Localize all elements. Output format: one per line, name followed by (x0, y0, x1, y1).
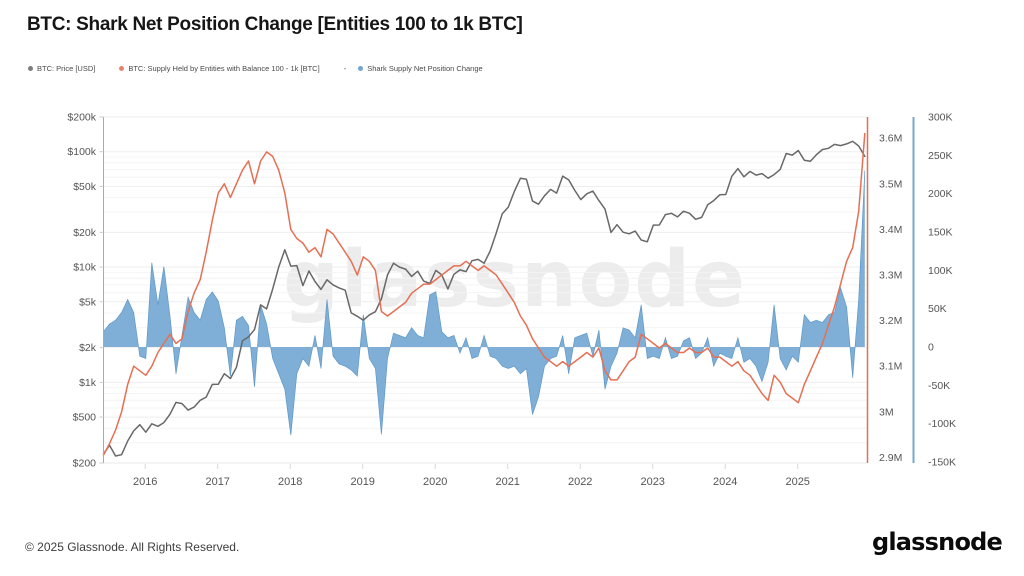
svg-text:100K: 100K (928, 265, 953, 277)
svg-text:2022: 2022 (568, 476, 592, 488)
svg-text:2.9M: 2.9M (879, 452, 902, 464)
svg-text:150K: 150K (928, 227, 953, 239)
price-legend-dot-icon (28, 66, 33, 71)
svg-text:3.3M: 3.3M (879, 270, 902, 282)
price-axis-labels: $200 $500 $1k $2k $5k $10k $20k $50k $100k $200k (67, 112, 104, 470)
svg-text:3.5M: 3.5M (879, 178, 902, 190)
gridlines (103, 116, 868, 464)
page-title: BTC: Shark Net Position Change [Entities… (27, 14, 523, 35)
svg-text:2024: 2024 (713, 476, 737, 488)
legend-item-supply[interactable]: BTC: Supply Held by Entities with Balanc… (119, 64, 320, 73)
svg-text:0: 0 (928, 342, 934, 354)
svg-text:3.6M: 3.6M (879, 133, 902, 145)
net-position-legend-dot-icon (358, 66, 364, 71)
svg-text:3.2M: 3.2M (879, 315, 902, 327)
copyright-text: © 2025 Glassnode. All Rights Reserved. (25, 540, 240, 554)
svg-text:$2k: $2k (79, 342, 97, 354)
svg-text:$1k: $1k (79, 377, 97, 389)
svg-text:$200: $200 (73, 458, 97, 470)
svg-text:$5k: $5k (79, 296, 97, 308)
supply-legend-dot-icon (119, 66, 125, 71)
svg-text:2017: 2017 (205, 476, 229, 488)
net-position-outline (103, 170, 866, 436)
svg-text:2018: 2018 (278, 476, 302, 488)
svg-text:200K: 200K (928, 188, 953, 200)
net-position-area[interactable] (103, 170, 865, 436)
svg-text:2025: 2025 (785, 476, 809, 488)
x-axis: 2016 2017 2018 2019 2020 2021 2022 2023 2024 2025 (103, 462, 868, 488)
svg-text:2020: 2020 (423, 476, 447, 488)
legend-item-net-position[interactable]: Shark Supply Net Position Change (358, 64, 483, 73)
svg-text:-50K: -50K (928, 380, 950, 392)
legend-item-label: BTC: Price [USD] (37, 64, 96, 73)
svg-text:3M: 3M (879, 406, 894, 418)
supply-axis-labels: 3.6M 3.5M 3.4M 3.3M 3.2M 3.1M 3M 2.9M (879, 133, 902, 464)
svg-text:2021: 2021 (495, 476, 519, 488)
legend-separator: - (343, 64, 347, 73)
svg-text:$200k: $200k (67, 112, 96, 124)
price-series-line[interactable] (102, 140, 866, 457)
legend-item-label: BTC: Supply Held by Entities with Balanc… (128, 64, 320, 73)
svg-text:-150K: -150K (928, 457, 956, 469)
svg-text:300K: 300K (928, 112, 953, 124)
glassnode-logo: glassnode (871, 528, 1003, 556)
svg-text:$100k: $100k (67, 146, 96, 158)
svg-text:$10k: $10k (73, 262, 97, 274)
svg-text:-100K: -100K (928, 418, 956, 430)
svg-text:250K: 250K (928, 150, 953, 162)
net-axis-labels: 300K 250K 200K 150K 100K 50K 0 -50K -100K -150K (928, 112, 956, 469)
svg-text:$20k: $20k (73, 227, 97, 239)
svg-text:$500: $500 (73, 412, 97, 424)
legend-item-label: Shark Supply Net Position Change (367, 64, 483, 73)
svg-text:$50k: $50k (73, 181, 97, 193)
chart-legend: BTC: Price [USD] BTC: Supply Held by Ent… (28, 64, 507, 73)
supply-series-line[interactable] (102, 132, 866, 456)
svg-text:3.4M: 3.4M (879, 224, 902, 236)
svg-text:50K: 50K (928, 303, 947, 315)
svg-text:2019: 2019 (350, 476, 374, 488)
svg-text:2023: 2023 (640, 476, 664, 488)
glassnode-watermark: glassnode (283, 235, 747, 325)
legend-item-price[interactable]: BTC: Price [USD] (28, 64, 95, 73)
svg-text:3.1M: 3.1M (879, 361, 902, 373)
svg-text:2016: 2016 (133, 476, 157, 488)
